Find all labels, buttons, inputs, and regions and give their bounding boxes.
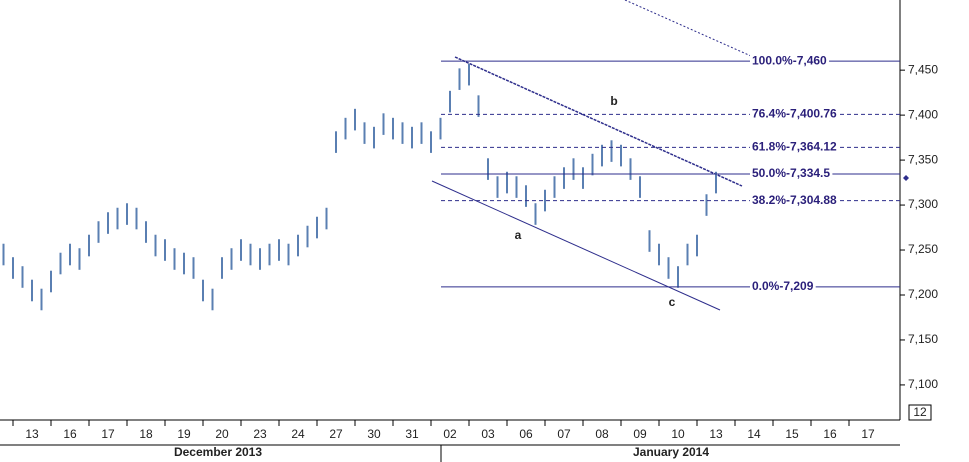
y-tick-label: 7,100 [908, 377, 938, 391]
fib-label: 38.2%-7,304.88 [752, 193, 837, 207]
y-tick-label: 7,300 [908, 197, 938, 211]
corner-label: 12 [913, 405, 927, 419]
channel-top [454, 56, 743, 187]
y-tick-label: 7,200 [908, 287, 938, 301]
fib-label-bg [750, 53, 830, 68]
price-marker [903, 175, 909, 181]
x-tick-label: 15 [785, 427, 799, 441]
y-tick-label: 7,150 [908, 332, 938, 346]
x-tick-label: 07 [557, 427, 571, 441]
month-label: January 2014 [633, 445, 709, 459]
fib-label: 61.8%-7,364.12 [752, 140, 837, 154]
x-tick-label: 14 [747, 427, 761, 441]
fib-label-bg [750, 139, 840, 154]
x-tick-label: 03 [481, 427, 495, 441]
x-tick-label: 19 [177, 427, 191, 441]
y-tick-label: 7,350 [908, 152, 938, 166]
x-tick-label: 13 [709, 427, 723, 441]
x-tick-label: 10 [671, 427, 685, 441]
x-tick-label: 24 [291, 427, 305, 441]
fib-label: 100.0%-7,460 [752, 53, 827, 67]
x-tick-label: 16 [823, 427, 837, 441]
x-tick-label: 06 [519, 427, 533, 441]
trend-line [624, 0, 761, 61]
x-tick-label: 20 [215, 427, 229, 441]
corner-box [908, 404, 932, 421]
x-tick-label: 27 [329, 427, 343, 441]
y-tick-label: 7,400 [908, 107, 938, 121]
fib-label-bg [750, 106, 840, 121]
x-tick-label: 18 [139, 427, 153, 441]
wave-label: a [515, 228, 522, 242]
wave-label: c [669, 295, 676, 309]
x-tick-label: 31 [405, 427, 419, 441]
y-tick-label: 7,450 [908, 62, 938, 76]
x-tick-label: 08 [595, 427, 609, 441]
y-tick-label: 7,250 [908, 242, 938, 256]
fib-label: 76.4%-7,400.76 [752, 107, 837, 121]
x-tick-label: 17 [861, 427, 875, 441]
x-tick-label: 09 [633, 427, 647, 441]
fib-label: 0.0%-7,209 [752, 279, 814, 293]
fib-label-bg [750, 192, 840, 207]
fib-label-bg [750, 279, 816, 294]
x-tick-label: 13 [25, 427, 39, 441]
x-tick-label: 30 [367, 427, 381, 441]
x-tick-label: 16 [63, 427, 77, 441]
channel-bottom [431, 180, 721, 311]
x-tick-label: 23 [253, 427, 267, 441]
fib-label: 50.0%-7,334.5 [752, 166, 830, 180]
x-tick-label: 17 [101, 427, 115, 441]
month-label: December 2013 [174, 445, 262, 459]
wave-label: b [610, 94, 617, 108]
x-tick-label: 02 [443, 427, 457, 441]
fib-label-bg [750, 166, 833, 181]
